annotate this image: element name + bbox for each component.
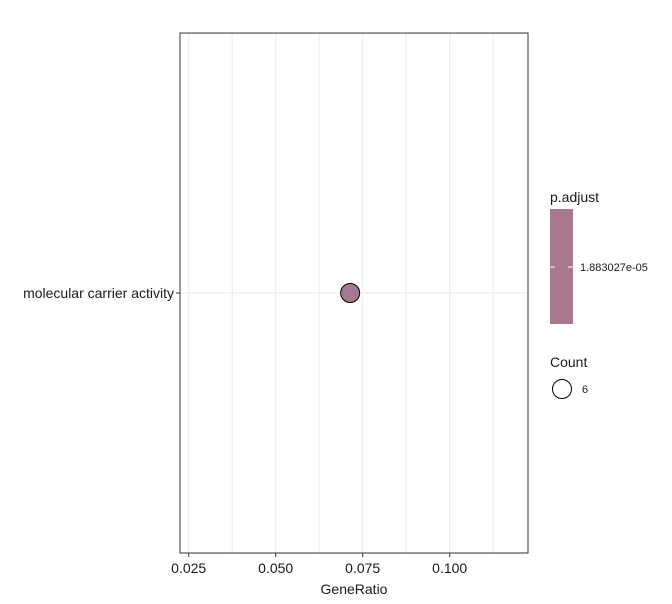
size-legend: Count 6	[550, 354, 588, 399]
color-legend-title: p.adjust	[550, 189, 599, 205]
color-legend: p.adjust 1.883027e-05	[550, 189, 648, 324]
x-tick-label: 0.025	[171, 560, 206, 576]
y-axis: molecular carrier activity	[23, 285, 180, 301]
color-legend-bar	[550, 209, 573, 324]
y-tick-label: molecular carrier activity	[23, 285, 174, 301]
x-axis-title: GeneRatio	[321, 581, 388, 597]
size-legend-label: 6	[582, 384, 588, 396]
size-legend-key	[552, 379, 572, 399]
x-tick-label: 0.100	[432, 560, 467, 576]
data-point	[340, 283, 361, 303]
x-tick-label: 0.075	[345, 560, 380, 576]
x-axis: 0.025 0.050 0.075 0.100	[171, 553, 467, 576]
data-points	[340, 283, 361, 303]
size-legend-title: Count	[550, 354, 587, 370]
x-tick-label: 0.050	[258, 560, 293, 576]
color-legend-label: 1.883027e-05	[580, 262, 648, 274]
grid-lines	[180, 33, 528, 553]
